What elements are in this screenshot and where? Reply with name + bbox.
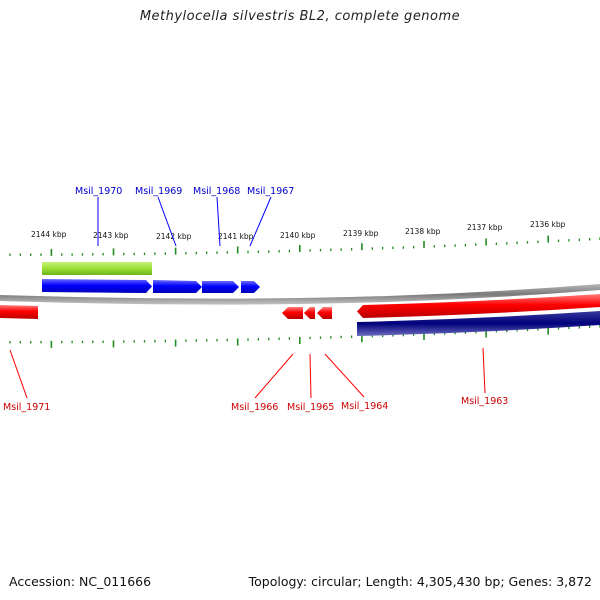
leader-line (9, 349, 28, 399)
gene-label-msil-1967[interactable]: Msil_1967 (247, 186, 294, 197)
gene-label-msil-1965[interactable]: Msil_1965 (287, 402, 334, 413)
gene-arrow-msil-1967[interactable] (241, 281, 260, 293)
gene-arrow-msil-1970[interactable] (42, 279, 152, 293)
dark-band[interactable] (357, 311, 600, 336)
gene-label-msil-1966[interactable]: Msil_1966 (231, 402, 278, 413)
gene-arrow-msil-1968[interactable] (202, 281, 239, 293)
accession-text: Accession: NC_011666 (9, 574, 152, 589)
gene-arrow-msil-1964[interactable] (317, 307, 332, 319)
leader-line (324, 353, 365, 398)
upper-tick-track (9, 235, 600, 256)
scale-label: 2138 kbp (405, 227, 441, 236)
leader-line (216, 196, 221, 247)
scale-labels: 2144 kbp 2143 kbp 2142 kbp 2141 kbp 2140… (31, 220, 566, 241)
scale-label: 2139 kbp (343, 229, 379, 238)
leader-line (482, 347, 486, 394)
genome-summary-text: Topology: circular; Length: 4,305,430 bp… (248, 574, 592, 589)
scale-label: 2144 kbp (31, 230, 67, 239)
scale-label: 2143 kbp (93, 231, 129, 240)
gene-arrow-msil-1971[interactable] (0, 305, 38, 319)
gene-arrow-msil-1965[interactable] (304, 307, 315, 319)
gene-label-msil-1970[interactable]: Msil_1970 (75, 186, 122, 197)
scale-label: 2141 kbp (218, 232, 254, 241)
gene-label-msil-1964[interactable]: Msil_1964 (341, 401, 388, 412)
gene-arrow-msil-1966[interactable] (282, 307, 303, 319)
gene-arrow-msil-1969[interactable] (153, 280, 202, 293)
forward-genes (42, 279, 260, 293)
leader-line (249, 196, 272, 247)
leader-line (157, 196, 177, 247)
scale-label: 2137 kbp (467, 223, 503, 232)
genome-backbone (0, 284, 600, 305)
highlight-bar[interactable] (42, 262, 152, 275)
scale-label: 2142 kbp (156, 232, 192, 241)
gene-label-msil-1969[interactable]: Msil_1969 (135, 186, 182, 197)
leader-line (254, 353, 294, 399)
scale-label: 2136 kbp (530, 220, 566, 229)
genome-title: Methylocella silvestris BL2, complete ge… (139, 9, 461, 24)
reverse-gene-labels (9, 347, 486, 399)
scale-label: 2140 kbp (280, 231, 316, 240)
gene-arrow-msil-1963[interactable] (357, 294, 600, 318)
reverse-genes (0, 294, 600, 319)
gene-label-msil-1963[interactable]: Msil_1963 (461, 396, 508, 407)
gene-label-msil-1971[interactable]: Msil_1971 (3, 402, 50, 413)
gene-label-msil-1968[interactable]: Msil_1968 (193, 186, 240, 197)
forward-gene-labels (97, 196, 272, 247)
leader-line (309, 353, 312, 399)
